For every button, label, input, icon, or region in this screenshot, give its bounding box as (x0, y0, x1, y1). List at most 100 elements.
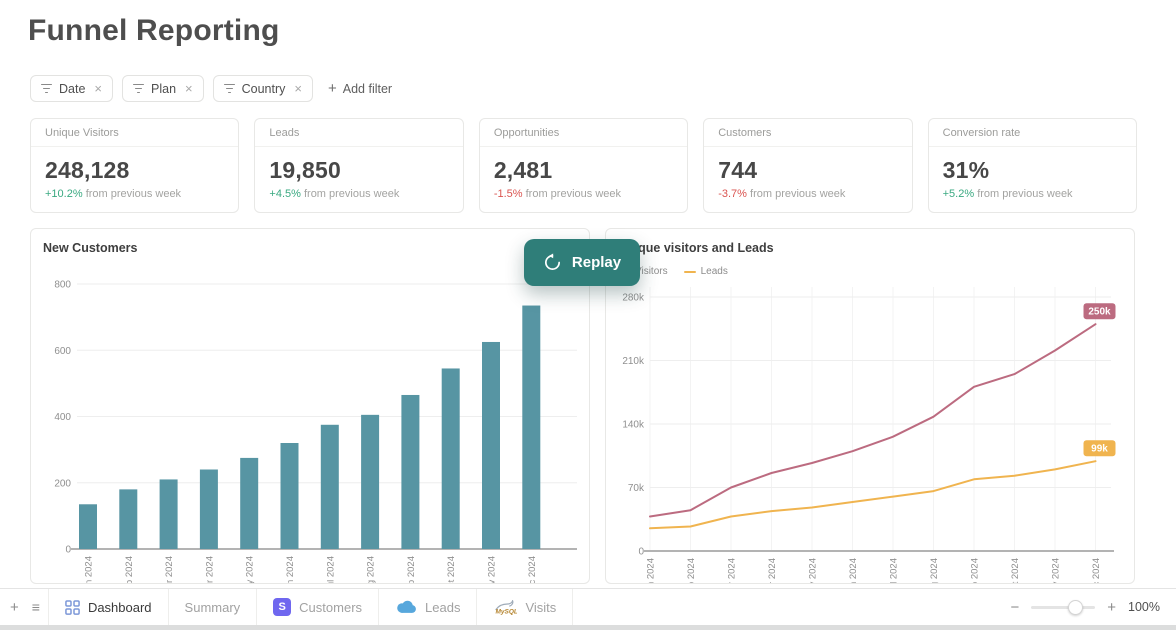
kpi-label: Leads (255, 119, 463, 147)
y-tick-label: 210k (622, 356, 645, 367)
window-edge (0, 625, 1176, 630)
filter-chip-date[interactable]: Date × (30, 75, 113, 102)
x-tick-label: Jun 2024 (848, 558, 859, 584)
new-customers-chart-card: New Customers 0 200 400 600 800 Jan 2024 Feb 2… (30, 228, 590, 584)
salesforce-cloud-icon (397, 600, 416, 613)
x-tick-label: Jul 2024 (889, 558, 900, 584)
visitors-leads-line-chart: 0 70k 140k 210k 280k Jan 2024 Feb 2024 Mar 2024… (622, 287, 1116, 584)
tab-summary[interactable]: Summary (168, 589, 258, 625)
zoom-slider[interactable] (1031, 599, 1096, 615)
filter-chips: Date × Plan × Country × (30, 75, 313, 102)
tab-leads[interactable]: Leads (379, 589, 478, 625)
y-tick-label: 70k (628, 483, 645, 494)
tab-customers[interactable]: S Customers (257, 589, 380, 625)
filter-bar: Date × Plan × Country × + Add filter (30, 75, 392, 102)
line-visitors (649, 323, 1097, 518)
kpi-delta-pct: -3.7% (718, 188, 747, 200)
kpi-value: 248,128 (45, 157, 130, 183)
visitors-leads-chart-card: Unique visitors and Leads Visitors Leads … (605, 228, 1135, 584)
filter-chip-country[interactable]: Country × (212, 75, 313, 102)
y-tick-label: 400 (54, 412, 71, 423)
x-tick-label: Jan 2024 (646, 558, 657, 584)
filter-chip-plan[interactable]: Plan × (122, 75, 204, 102)
kpi-delta-pct: +5.2% (942, 188, 975, 200)
y-tick-label: 280k (622, 293, 645, 304)
kpi-row: Unique Visitors 248,128 +10.2% from previo… (30, 118, 1138, 213)
kpi-value: 31% (942, 157, 990, 183)
x-tick-label: Jul 2024 (325, 556, 336, 584)
close-icon[interactable]: × (185, 81, 193, 96)
bar-oct-2024 (441, 368, 460, 549)
bar-mar-2024 (159, 479, 178, 549)
end-value-label: 250k (1088, 307, 1111, 318)
replay-button[interactable]: Replay (524, 239, 640, 286)
tab-dashboard[interactable]: Dashboard (47, 589, 169, 625)
kpi-label: Conversion rate (928, 119, 1137, 147)
kpi-value: 744 (718, 157, 758, 183)
filter-icon (223, 83, 235, 94)
close-icon[interactable]: × (94, 81, 102, 96)
kpi-delta-suffix: from previous week (303, 188, 400, 200)
filter-chip-label: Date (59, 81, 86, 96)
kpi-card-opportunities: Opportunities 2,481 -1.5% from previous we… (478, 118, 689, 213)
tab-label: Customers (299, 599, 363, 615)
filter-chip-label: Country (241, 81, 286, 96)
y-tick-label: 0 (638, 547, 644, 558)
x-tick-label: Mar 2024 (727, 558, 738, 584)
x-tick-label: Aug 2024 (366, 556, 377, 584)
legend-label: Visitors (635, 266, 668, 277)
kpi-delta-pct: -1.5% (493, 188, 523, 200)
add-filter-button[interactable]: + Add filter (328, 81, 392, 96)
x-tick-label: Dec 2024 (1091, 558, 1102, 584)
kpi-card-leads: Leads 19,850 +4.5% from previous week (254, 118, 464, 213)
x-tick-label: Sep 2024 (970, 558, 981, 584)
kpi-delta-suffix: from previous week (525, 188, 621, 200)
mysql-icon: MySQL (495, 599, 517, 615)
kpi-value: 19,850 (269, 157, 341, 183)
tab-group: Dashboard Summary S Customers Leads MySQL Vi… (47, 589, 574, 625)
legend-label: Leads (700, 266, 728, 277)
kpi-delta: +5.2% from previous week (929, 184, 1136, 204)
bar-jul-2024 (320, 424, 339, 549)
stripe-icon: S (273, 598, 292, 616)
add-tab-icon[interactable]: + (10, 598, 19, 616)
replay-label: Replay (571, 254, 622, 271)
y-tick-label: 600 (54, 346, 71, 357)
end-value-label: 99k (1091, 444, 1108, 455)
zoom-slider-track[interactable] (1031, 605, 1096, 609)
filter-icon (41, 83, 52, 94)
kpi-delta: +10.2% from previous week (31, 184, 238, 204)
x-tick-label: Feb 2024 (686, 558, 697, 584)
add-filter-label: Add filter (342, 81, 393, 96)
zoom-in-icon[interactable]: + (1107, 598, 1117, 616)
x-tick-label: Dec 2024 (527, 556, 538, 584)
chart-title-new-customers: New Customers (43, 241, 138, 255)
tab-label: Summary (184, 599, 241, 615)
bar-aug-2024 (361, 414, 380, 549)
x-tick-label: Sep 2024 (406, 556, 417, 584)
kpi-delta-suffix: from previous week (750, 188, 846, 200)
menu-icon[interactable]: ≡ (31, 599, 40, 615)
kpi-card-customers: Customers 744 -3.7% from previous week (703, 118, 913, 213)
kpi-value: 2,481 (493, 157, 553, 183)
close-icon[interactable]: × (294, 81, 302, 96)
x-tick-label: Jun 2024 (285, 556, 296, 584)
zoom-slider-knob[interactable] (1068, 599, 1084, 615)
replay-icon (544, 253, 560, 270)
legend-dash (683, 270, 696, 273)
tab-visits[interactable]: MySQL Visits (477, 589, 574, 625)
zoom-out-icon[interactable]: − (1010, 598, 1020, 616)
bar-may-2024 (240, 457, 259, 549)
x-tick-label: May 2024 (808, 558, 819, 584)
x-tick-label: Mar 2024 (164, 556, 175, 584)
new-customers-bar-chart: 0 200 400 600 800 Jan 2024 Feb 2024 Mar 2024 Apr… (54, 280, 577, 584)
kpi-label: Unique Visitors (31, 119, 239, 147)
zoom-level: 100% (1128, 600, 1160, 614)
bar-jun-2024 (280, 443, 299, 549)
y-tick-label: 140k (622, 420, 645, 431)
x-tick-label: Oct 2024 (446, 556, 457, 584)
kpi-delta-suffix: from previous week (85, 188, 182, 200)
x-tick-label: Apr 2024 (767, 558, 778, 584)
x-tick-label: Jan 2024 (84, 556, 95, 584)
